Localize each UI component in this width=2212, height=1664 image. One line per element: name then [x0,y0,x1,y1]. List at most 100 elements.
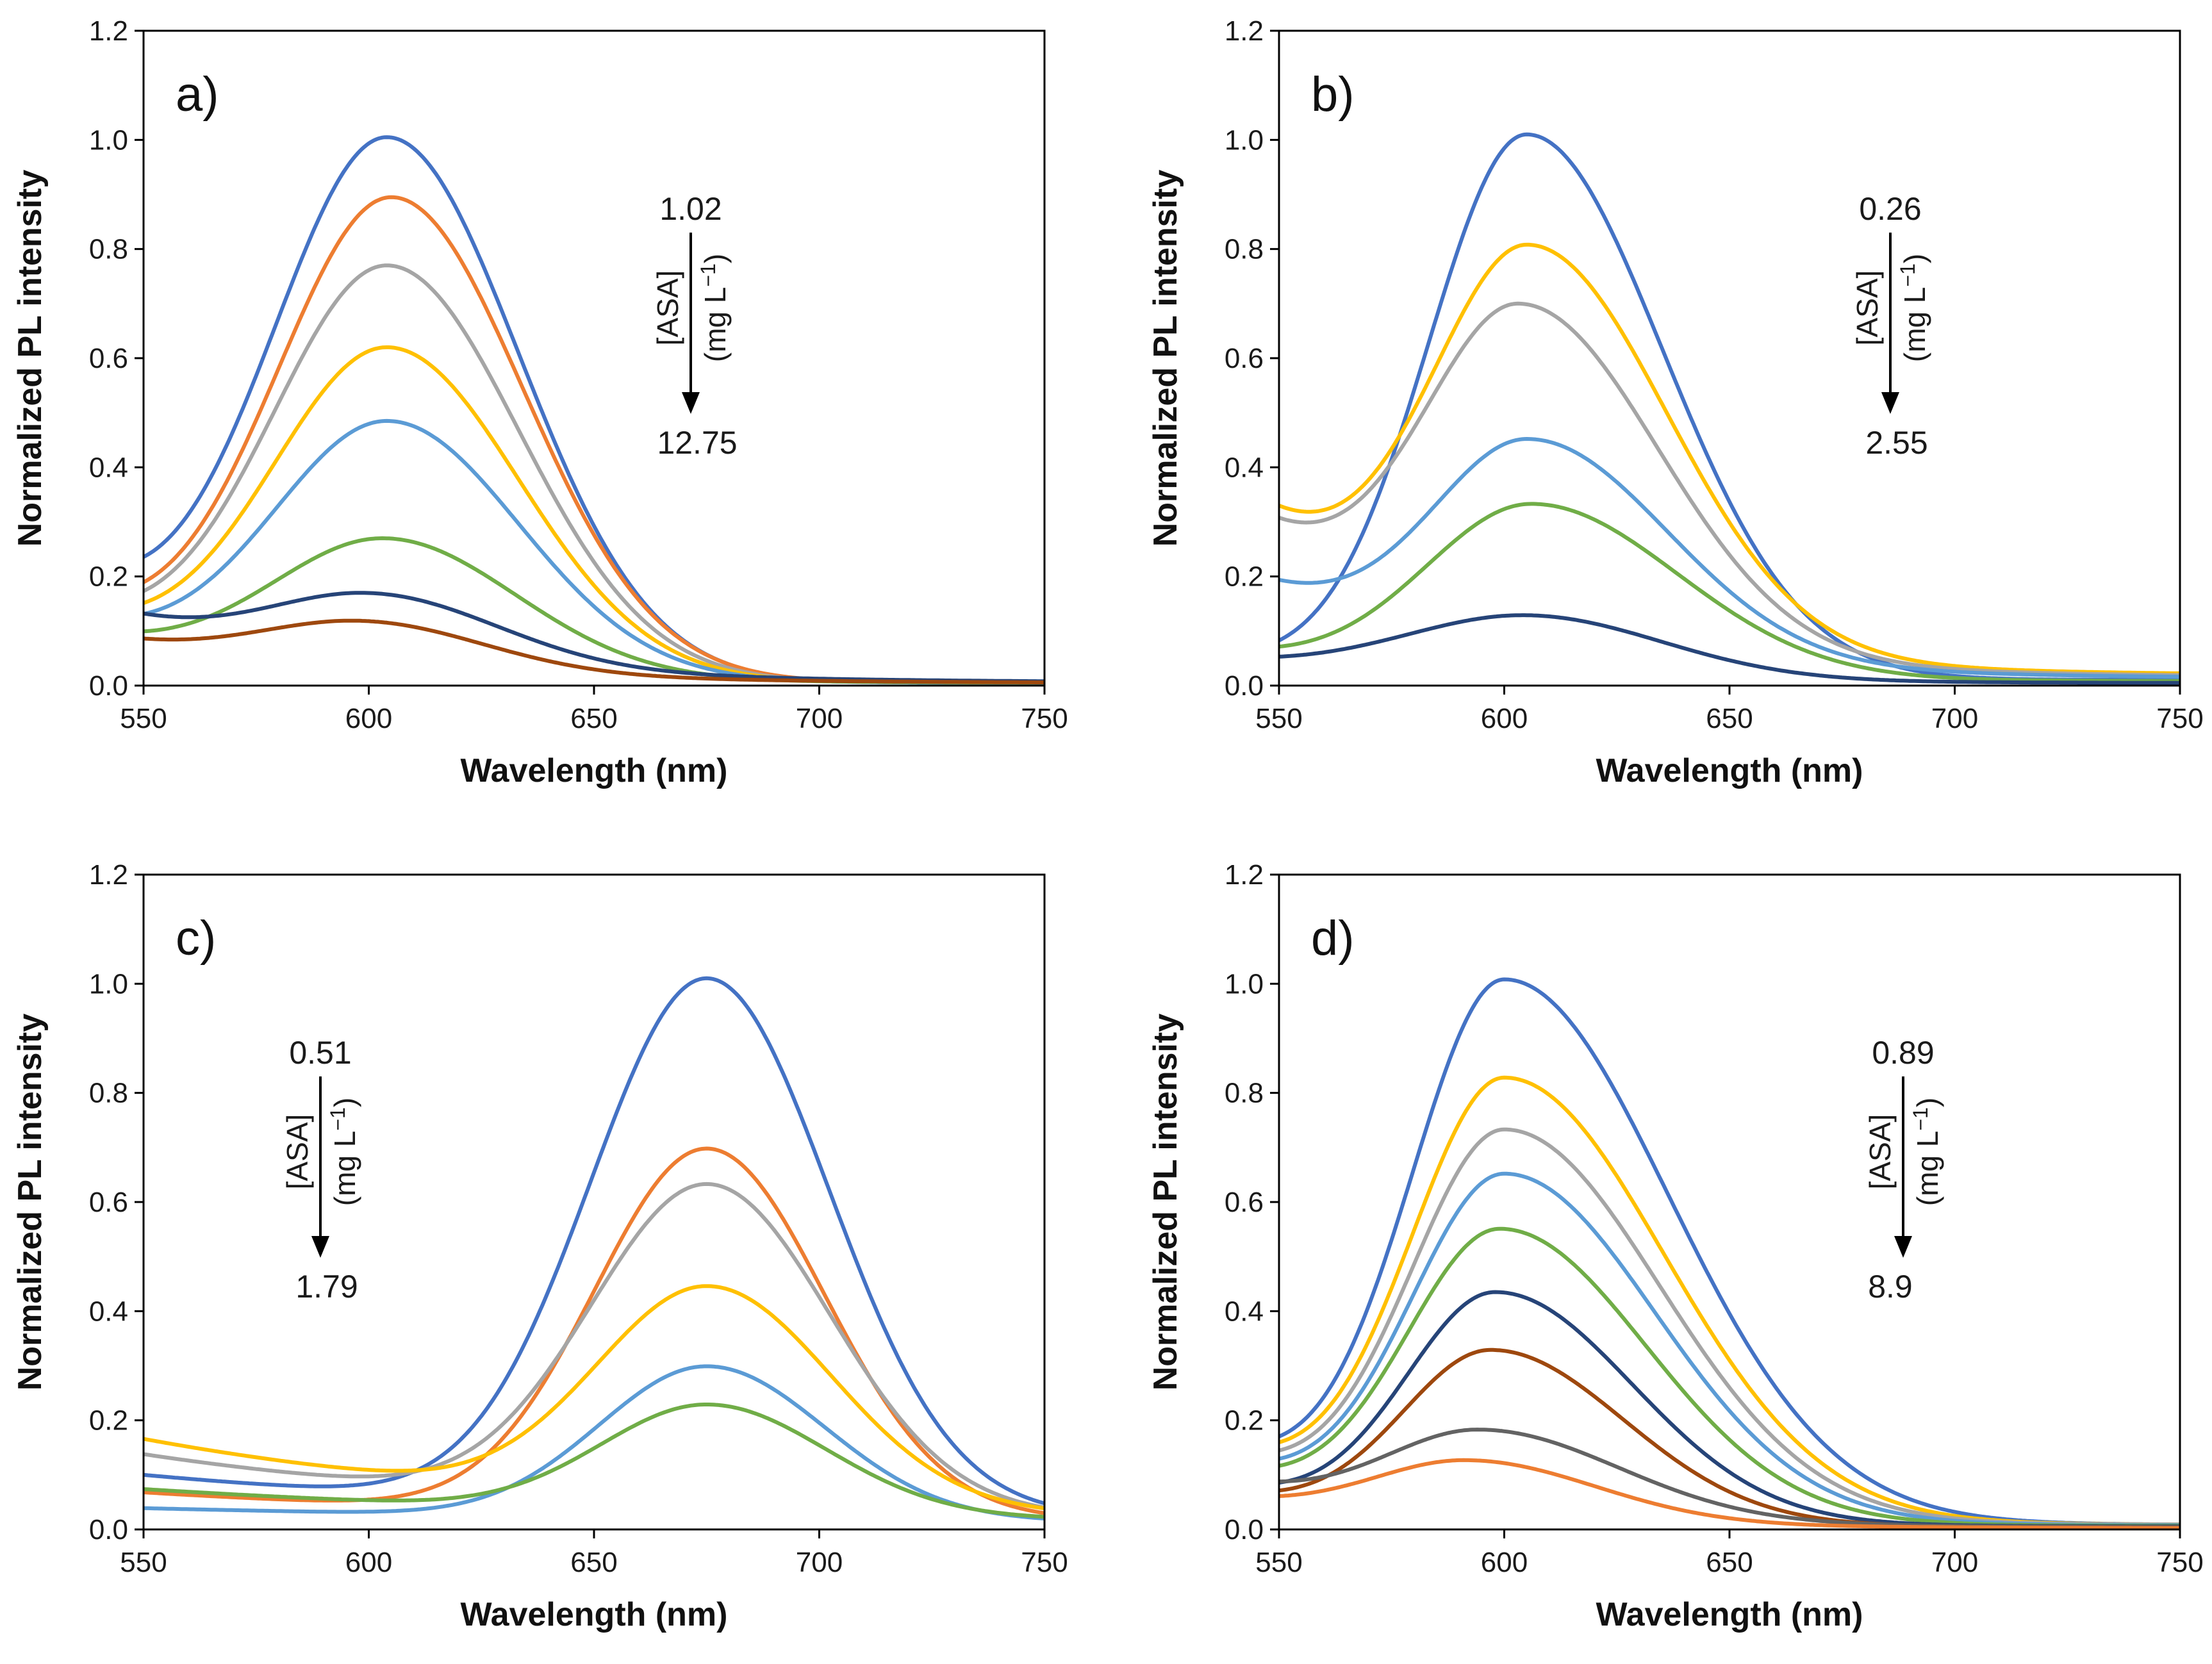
y-tick-label: 0.2 [1225,1405,1264,1437]
annotation-units-main: (mg L [698,287,732,363]
annotation-bottom-value: 1.79 [295,1269,358,1305]
panel-label: b) [1311,67,1355,122]
series-line-3 [1279,301,2180,677]
x-axis-title: Wavelength (nm) [461,752,728,789]
y-axis-title: Normalized PL intensity [12,170,49,547]
annotation-label-units: (mg L−1) [697,254,732,362]
annotation-top-value: 1.02 [659,191,722,227]
y-tick-label: 0.8 [1225,234,1264,265]
annotation-units-close: ) [1898,254,1931,263]
x-tick-label: 650 [1706,703,1753,734]
annotation-bottom-value: 12.75 [657,425,737,461]
y-tick-label: 0.2 [89,561,128,593]
y-tick-label: 1.0 [89,124,128,156]
panel-label: d) [1311,911,1355,966]
series-line-4 [1279,437,2180,679]
annotation-arrow-head [1894,1236,1912,1258]
series-line-3 [144,263,1044,685]
y-tick-label: 1.2 [1225,15,1264,47]
annotation-top-value: 0.26 [1859,191,1921,227]
annotation-units-main: (mg L [328,1131,361,1207]
annotation-label-units: (mg L−1) [1896,254,1931,362]
x-tick-label: 600 [1481,1547,1528,1578]
x-tick-label: 650 [1706,1547,1753,1578]
y-tick-label: 1.2 [1225,859,1264,891]
y-tick-label: 0.0 [1225,670,1264,702]
series-line-5 [1279,502,2180,683]
x-tick-label: 600 [345,703,392,734]
y-tick-label: 0.4 [1225,1296,1264,1327]
x-tick-label: 750 [2156,1547,2203,1578]
series-line-8 [144,618,1044,684]
annotation-label-units: (mg L−1) [1909,1098,1944,1206]
series-line-6 [1279,613,2180,685]
y-tick-label: 0.8 [89,1078,128,1109]
series-line-8 [1279,1428,2180,1529]
x-tick-label: 600 [1481,703,1528,734]
annotation-arrow-head [682,392,700,414]
annotation-label-asa: [ASA] [1863,1114,1897,1190]
y-tick-label: 0.6 [1225,343,1264,374]
annotation-arrow-head [311,1236,329,1258]
y-tick-label: 0.2 [89,1405,128,1437]
series-group [1279,132,2180,685]
y-tick-label: 0.6 [1225,1187,1264,1218]
y-tick-label: 0.6 [89,1187,128,1218]
plot-frame [1278,873,2181,1531]
y-tick-label: 0.0 [89,1514,128,1545]
y-tick-label: 0.4 [1225,452,1264,483]
annotation-label-units: (mg L−1) [326,1098,361,1206]
series-line-1 [144,976,1044,1506]
series-line-2 [1279,242,2180,675]
y-axis-title: Normalized PL intensity [1147,1014,1184,1391]
annotation-units-sup: −1 [1896,263,1919,286]
plot-frame [1278,29,2181,687]
annotation-units-sup: −1 [697,263,720,286]
annotation-bottom-value: 8.9 [1868,1269,1913,1305]
y-tick-label: 0.0 [1225,1514,1264,1545]
x-tick-label: 650 [570,1547,617,1578]
series-line-2 [144,195,1044,685]
x-tick-label: 700 [796,1547,843,1578]
y-tick-label: 0.4 [89,452,128,483]
series-line-1 [144,135,1044,685]
series-group [144,976,1044,1520]
y-tick-label: 0.2 [1225,561,1264,593]
y-axis-title: Normalized PL intensity [12,1014,49,1391]
annotation-units-sup: −1 [1909,1107,1932,1130]
series-line-3 [144,1182,1044,1510]
x-tick-label: 750 [2156,703,2203,734]
x-tick-label: 550 [1255,703,1302,734]
x-tick-label: 550 [120,703,167,734]
x-tick-label: 750 [1021,703,1068,734]
x-axis-title: Wavelength (nm) [461,1596,728,1633]
annotation-top-value: 0.51 [289,1035,351,1071]
series-line-2 [144,1146,1044,1515]
annotation-arrow-head [1881,392,1899,414]
y-tick-label: 1.2 [89,15,128,47]
x-tick-label: 650 [570,703,617,734]
annotation-units-main: (mg L [1898,287,1931,363]
chart-panel-1: 0.0 0.2 0.4 0.6 0.8 1.0 1.2 550 600 650 700 750 Wave… [12,15,1068,789]
x-axis-title: Wavelength (nm) [1596,752,1863,789]
annotation-units-close: ) [698,254,732,263]
chart-panel-4: 0.0 0.2 0.4 0.6 0.8 1.0 1.2 550 600 650 700 750 Wave… [1147,859,2204,1633]
series-line-4 [144,345,1044,685]
series-line-6 [144,1403,1044,1519]
chart-panel-2: 0.0 0.2 0.4 0.6 0.8 1.0 1.2 550 600 650 700 750 Wave… [1147,15,2204,789]
x-tick-label: 750 [1021,1547,1068,1578]
x-axis-title: Wavelength (nm) [1596,1596,1863,1633]
annotation-units-sup: −1 [326,1107,349,1130]
annotation-bottom-value: 2.55 [1865,425,1927,461]
x-tick-label: 700 [796,703,843,734]
y-tick-label: 1.0 [1225,124,1264,156]
annotation-units-close: ) [1911,1098,1944,1107]
y-axis-title: Normalized PL intensity [1147,170,1184,547]
annotation-units-main: (mg L [1911,1131,1944,1207]
y-tick-label: 1.0 [1225,968,1264,1000]
y-tick-label: 1.2 [89,859,128,891]
y-tick-label: 0.6 [89,343,128,374]
x-tick-label: 700 [1931,1547,1978,1578]
y-tick-label: 0.4 [89,1296,128,1327]
